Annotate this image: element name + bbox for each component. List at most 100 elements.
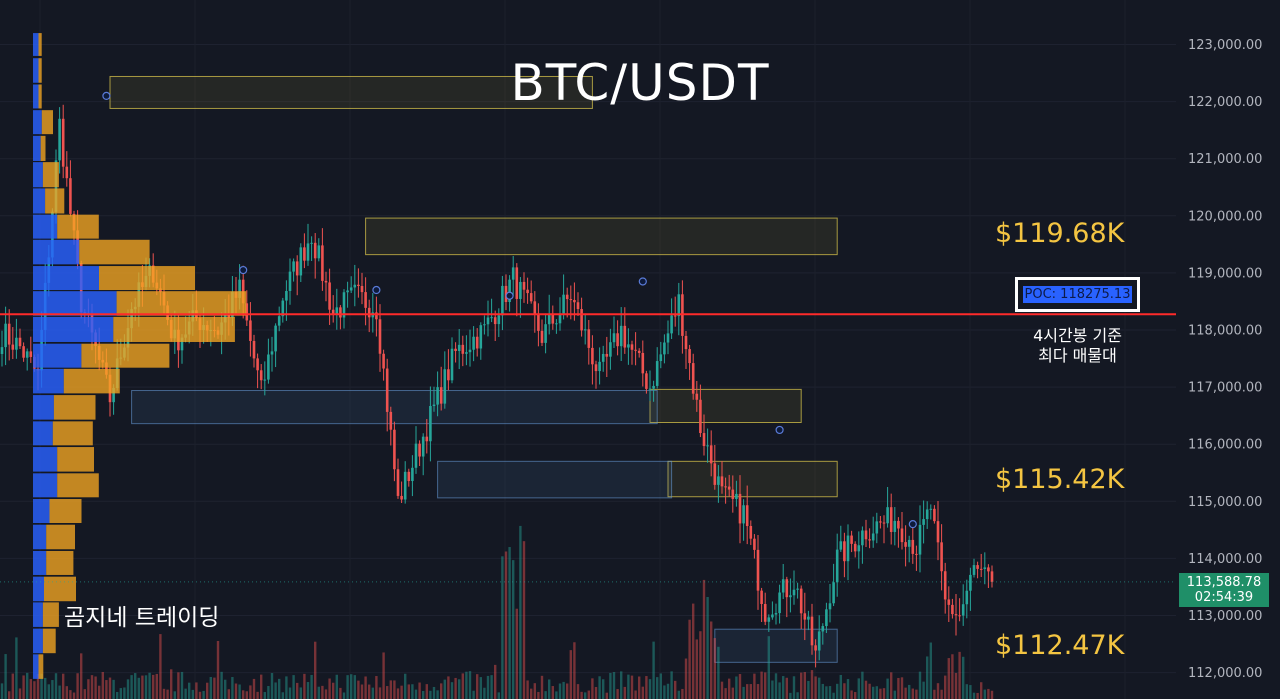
volume-bar [713, 638, 716, 699]
volume-bar [98, 685, 101, 699]
volume-bar [584, 692, 587, 699]
volume-bar [321, 685, 324, 699]
candle-up [191, 310, 195, 322]
candle-down [814, 645, 817, 651]
candle-up [835, 549, 839, 583]
volume-bar [821, 683, 824, 699]
profile-bar-sell [116, 291, 247, 316]
candle-up [562, 294, 565, 314]
volume-bar [209, 676, 212, 699]
volume-bar [717, 646, 720, 699]
profile-bar-sell [42, 602, 59, 627]
volume-bar [483, 687, 486, 699]
volume-bar [706, 596, 709, 699]
volume-bar [774, 673, 778, 699]
price-tick-label: 115,000.00 [1188, 495, 1262, 510]
volume-bar [170, 669, 173, 699]
volume-bar [375, 676, 378, 699]
volume-bar [306, 682, 310, 699]
volume-bar [504, 551, 508, 699]
profile-bar-sell [38, 58, 42, 83]
candle-up [677, 294, 681, 317]
volume-bar [371, 687, 374, 699]
candle-down [958, 615, 961, 617]
candle-down [641, 352, 645, 374]
price-tick-label: 122,000.00 [1188, 95, 1262, 110]
volume-bar [263, 692, 266, 699]
volume-bar [731, 687, 734, 699]
profile-bar-value-area [33, 447, 58, 472]
candle-up [263, 379, 267, 381]
volume-bar [378, 687, 382, 699]
candle-down [375, 312, 378, 320]
profile-bar-sell [38, 33, 42, 56]
volume-bar [580, 691, 583, 699]
candle-down [540, 330, 544, 343]
profile-bar-value-area [33, 110, 42, 135]
volume-bar [987, 688, 990, 699]
candle-up [486, 317, 490, 325]
brand-watermark: 곰지네 트레이딩 [64, 605, 220, 631]
volume-bar [692, 603, 695, 699]
profile-bar-value-area [33, 628, 43, 654]
volume-bar [598, 676, 601, 699]
candle-down [252, 340, 256, 359]
candle-down [623, 325, 627, 348]
volume-bar [440, 683, 443, 699]
candle-down [69, 178, 72, 214]
candle-up [472, 336, 475, 350]
volume-bar [126, 679, 130, 699]
profile-bar-value-area [33, 214, 58, 239]
volume-bar [94, 676, 97, 699]
candle-down [364, 292, 367, 308]
volume-bar [368, 684, 371, 699]
candle-up [519, 281, 522, 299]
candle-up [544, 324, 547, 343]
pivot-marker [102, 91, 111, 100]
candle-down [324, 280, 328, 283]
candle-up [180, 337, 184, 351]
profile-bar-value-area [33, 343, 82, 368]
profile-bar-sell [46, 524, 75, 550]
candle-up [828, 603, 832, 610]
volume-bar [551, 686, 554, 699]
candle-up [807, 616, 810, 620]
volume-bar [152, 674, 155, 699]
volume-bar [983, 689, 986, 699]
volume-bar [724, 688, 727, 699]
volume-bar [404, 673, 407, 699]
volume-bar [468, 671, 472, 699]
candle-up [929, 508, 933, 510]
volume-bar [792, 676, 796, 699]
last-price-tag[interactable]: 113,588.78 02:54:39 [1179, 573, 1269, 607]
volume-bar [904, 687, 907, 699]
volume-bar [688, 619, 691, 699]
volume-bar [148, 672, 151, 699]
volume-bar [101, 671, 104, 699]
volume-bar [494, 664, 497, 699]
volume-bar [285, 676, 288, 699]
volume-bar [515, 608, 518, 699]
candle-up [875, 521, 879, 534]
price-tick-label: 116,000.00 [1188, 438, 1262, 453]
volume-bar [630, 675, 634, 699]
volume-bar [83, 689, 86, 699]
volume-bar [11, 673, 14, 699]
volume-bar [231, 677, 234, 699]
candle-up [555, 323, 558, 325]
supply-zone [109, 75, 593, 109]
candle-up [893, 520, 897, 532]
candle-up [655, 361, 659, 386]
candle-down [853, 543, 857, 552]
last-price-value: 113,588.78 [1186, 575, 1262, 590]
volume-bar [213, 677, 216, 699]
candle-down [724, 486, 727, 488]
bar-countdown: 02:54:39 [1194, 590, 1254, 605]
profile-bar-value-area [33, 654, 39, 679]
volume-bar [645, 676, 648, 699]
candle-down [904, 542, 907, 547]
candle-up [706, 445, 709, 447]
volume-bar [296, 682, 299, 699]
candle-up [886, 507, 889, 524]
